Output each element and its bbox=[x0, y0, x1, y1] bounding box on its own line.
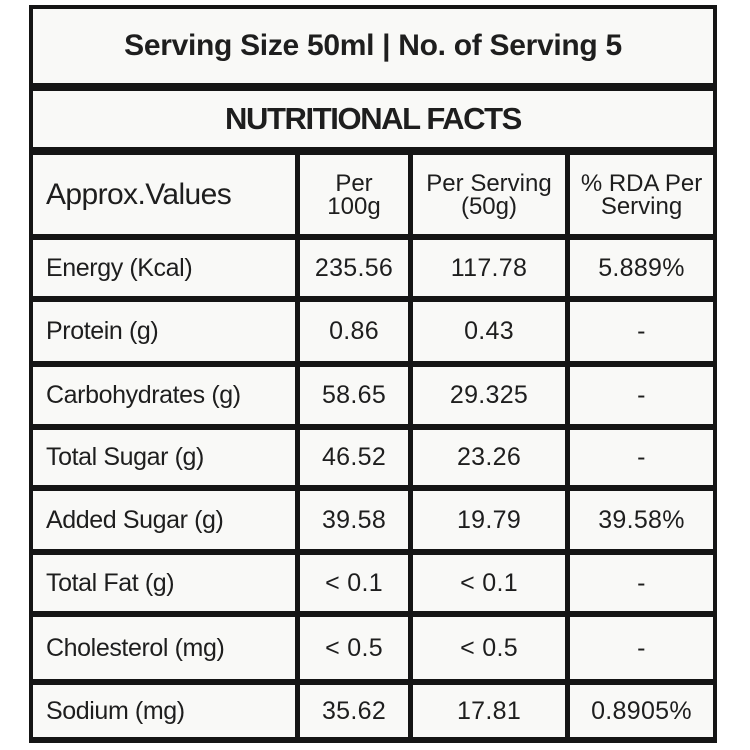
column-header-line: 100g bbox=[327, 192, 381, 220]
cell-cholesterol-per-serving: < 0.5 bbox=[413, 617, 565, 679]
cell-carbohydrates-per-100g: 58.65 bbox=[300, 367, 408, 424]
row-label-sodium: Sodium (mg) bbox=[33, 685, 295, 737]
cell-carbohydrates-rda: - bbox=[570, 367, 713, 424]
column-header-line: Per bbox=[335, 169, 373, 197]
cell-total-fat-per-serving: < 0.1 bbox=[413, 555, 565, 611]
cell-total-fat-per-100g: < 0.1 bbox=[300, 555, 408, 611]
cell-total-fat-rda: - bbox=[570, 555, 713, 611]
cell-energy-per-serving: 117.78 bbox=[413, 240, 565, 296]
cell-carbohydrates-per-serving: 29.325 bbox=[413, 367, 565, 424]
row-label-total-sugar: Total Sugar (g) bbox=[33, 430, 295, 485]
column-header-line: Serving bbox=[600, 192, 683, 220]
column-header-line: Per Serving bbox=[426, 169, 552, 197]
cell-protein-per-100g: 0.86 bbox=[300, 302, 408, 361]
row-label-added-sugar: Added Sugar (g) bbox=[33, 491, 295, 549]
cell-sodium-per-serving: 17.81 bbox=[413, 685, 565, 737]
row-label-cholesterol: Cholesterol (mg) bbox=[33, 617, 295, 679]
cell-cholesterol-per-100g: < 0.5 bbox=[300, 617, 408, 679]
cell-total-sugar-per-serving: 23.26 bbox=[413, 430, 565, 485]
row-label-energy: Energy (Kcal) bbox=[33, 240, 295, 296]
cell-added-sugar-per-100g: 39.58 bbox=[300, 491, 408, 549]
cell-added-sugar-rda: 39.58% bbox=[570, 491, 713, 549]
cell-total-sugar-per-100g: 46.52 bbox=[300, 430, 408, 485]
cell-energy-per-100g: 235.56 bbox=[300, 240, 408, 296]
column-header-line: (50g) bbox=[460, 192, 517, 220]
column-header-rda-per-serving: % RDA Per Serving bbox=[570, 155, 713, 234]
serving-size-line: Serving Size 50ml | No. of Serving 5 bbox=[33, 9, 713, 83]
cell-energy-rda: 5.889% bbox=[570, 240, 713, 296]
cell-sodium-per-100g: 35.62 bbox=[300, 685, 408, 737]
column-header-approx-values: Approx.Values bbox=[33, 155, 295, 234]
nutrition-facts-title: NUTRITIONAL FACTS bbox=[33, 91, 713, 147]
cell-sodium-rda: 0.8905% bbox=[570, 685, 713, 737]
cell-total-sugar-rda: - bbox=[570, 430, 713, 485]
cell-added-sugar-per-serving: 19.79 bbox=[413, 491, 565, 549]
column-header-per-serving: Per Serving (50g) bbox=[413, 155, 565, 234]
cell-protein-rda: - bbox=[570, 302, 713, 361]
cell-cholesterol-rda: - bbox=[570, 617, 713, 679]
column-header-per-100g: Per 100g bbox=[300, 155, 408, 234]
cell-protein-per-serving: 0.43 bbox=[413, 302, 565, 361]
column-header-label: Approx.Values bbox=[46, 177, 232, 211]
row-label-protein: Protein (g) bbox=[33, 302, 295, 361]
column-header-line: % RDA Per bbox=[580, 169, 703, 197]
row-label-carbohydrates: Carbohydrates (g) bbox=[33, 367, 295, 424]
row-label-total-fat: Total Fat (g) bbox=[33, 555, 295, 611]
